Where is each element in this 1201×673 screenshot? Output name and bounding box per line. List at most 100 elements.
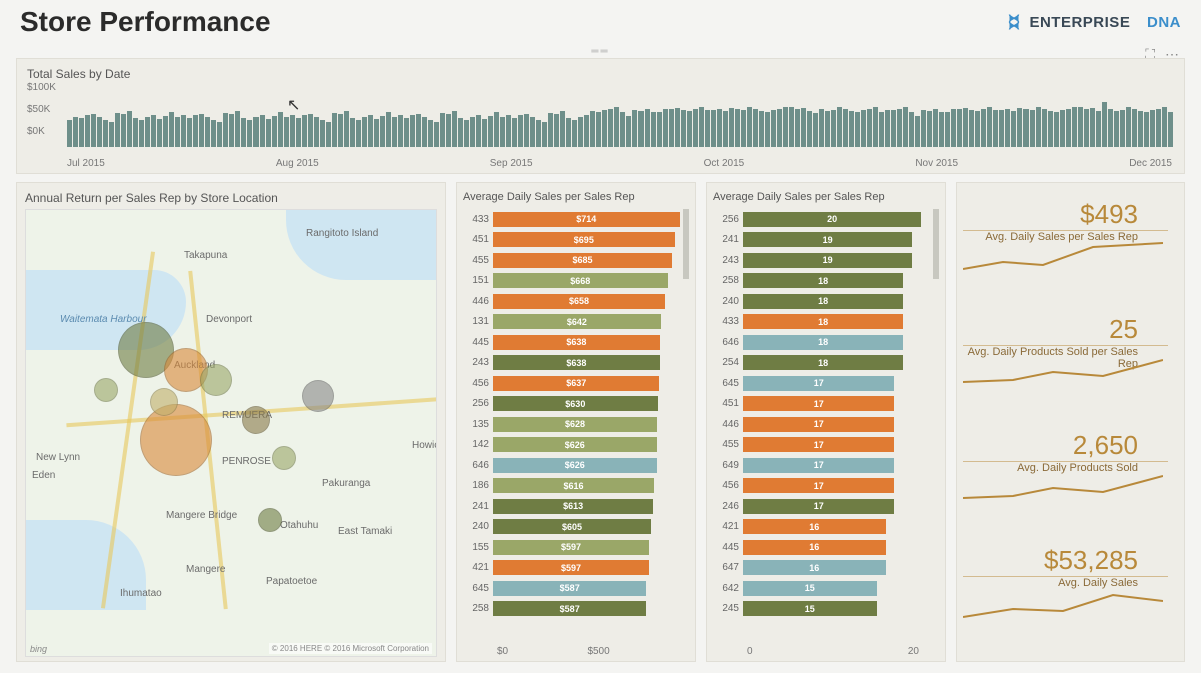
bar-fill: $668 [493,273,668,288]
bar-row[interactable]: 25620 [713,209,939,230]
bar-panel-right[interactable]: Average Daily Sales per Sales Rep 256202… [706,182,946,662]
map-label: Rangitoto Island [306,228,378,239]
bar-row[interactable]: 64215 [713,578,939,599]
bar-row[interactable]: 24119 [713,230,939,251]
bar-row[interactable]: 24515 [713,599,939,620]
sparkline [963,352,1163,392]
bar-fill: 17 [743,437,894,452]
bar-row-id: 142 [463,439,493,450]
map-label: East Tamaki [338,526,392,537]
bar-row[interactable]: 142$626 [463,435,689,456]
bar-fill: $638 [493,355,660,370]
bar-row[interactable]: 186$616 [463,476,689,497]
bar-fill: $597 [493,560,649,575]
bar-row[interactable]: 256$630 [463,394,689,415]
bar-left-title: Average Daily Sales per Sales Rep [463,191,689,203]
bar-row[interactable]: 131$642 [463,312,689,333]
bar-row[interactable]: 64618 [713,332,939,353]
bar-row[interactable]: 451$695 [463,230,689,251]
bar-fill: $642 [493,314,661,329]
map-bubble[interactable] [200,364,232,396]
bar-row[interactable]: 421$597 [463,558,689,579]
map-label: Takapuna [184,250,227,261]
drag-handle-icon[interactable]: ══ [591,46,609,57]
map-bubble[interactable] [272,446,296,470]
kpi-card: $493 Avg. Daily Sales per Sales Rep [963,199,1178,299]
bar-row-id: 645 [713,378,743,389]
bar-row[interactable]: 155$597 [463,537,689,558]
map-canvas[interactable]: bing © 2016 HERE © 2016 Microsoft Corpor… [25,209,437,657]
map-label: Otahuhu [280,520,318,531]
bar-row[interactable]: 45517 [713,435,939,456]
bar-row[interactable]: 240$605 [463,517,689,538]
kpi-card: 25 Avg. Daily Products Sold per Sales Re… [963,314,1178,414]
bar-row[interactable]: 43318 [713,312,939,333]
sparkline [963,237,1163,277]
bar-row-id: 240 [463,521,493,532]
bar-row[interactable]: 446$658 [463,291,689,312]
bar-row[interactable]: 241$613 [463,496,689,517]
bar-fill: $630 [493,396,658,411]
bar-row[interactable]: 64716 [713,558,939,579]
bar-row[interactable]: 456$637 [463,373,689,394]
bar-row-id: 645 [463,583,493,594]
bar-fill: 19 [743,253,912,268]
bar-fill: 17 [743,458,894,473]
bar-row-id: 240 [713,296,743,307]
map-label: New Lynn [36,452,80,463]
bar-row[interactable]: 646$626 [463,455,689,476]
bar-row-id: 647 [713,562,743,573]
bar-fill: $714 [493,212,680,227]
bar-row-id: 135 [463,419,493,430]
bar-row[interactable]: 135$628 [463,414,689,435]
bar-row-id: 445 [463,337,493,348]
map-bubble[interactable] [150,388,178,416]
bar-fill: $605 [493,519,651,534]
bar-row[interactable]: 25418 [713,353,939,374]
map-copyright: © 2016 HERE © 2016 Microsoft Corporation [269,643,432,654]
bar-panel-left[interactable]: Average Daily Sales per Sales Rep 433$71… [456,182,696,662]
map-bubble[interactable] [94,378,118,402]
map-bubble[interactable] [258,508,282,532]
bar-row[interactable]: 455$685 [463,250,689,271]
map-bubble[interactable] [242,406,270,434]
bar-row[interactable]: 24617 [713,496,939,517]
bar-row-id: 243 [463,357,493,368]
timeline-bars [67,85,1172,147]
bar-fill: 17 [743,417,894,432]
bar-row[interactable]: 433$714 [463,209,689,230]
kpi-value: $53,285 [963,545,1178,576]
bar-row[interactable]: 445$638 [463,332,689,353]
bar-fill: 16 [743,519,886,534]
map-bubble[interactable] [140,404,212,476]
bar-row[interactable]: 243$638 [463,353,689,374]
bar-row[interactable]: 45617 [713,476,939,497]
bar-row-id: 446 [463,296,493,307]
bar-row[interactable]: 44516 [713,537,939,558]
map-bubble[interactable] [302,380,334,412]
bar-row[interactable]: 45117 [713,394,939,415]
bar-row-id: 456 [463,378,493,389]
map-label: PENROSE [222,456,271,467]
bar-fill: $613 [493,499,653,514]
brand-logo: ENTERPRISE DNA [1005,13,1181,31]
bar-row-id: 151 [463,275,493,286]
bar-row[interactable]: 44617 [713,414,939,435]
bar-row[interactable]: 24319 [713,250,939,271]
bar-fill: 15 [743,601,877,616]
bar-row[interactable]: 258$587 [463,599,689,620]
bar-row[interactable]: 64517 [713,373,939,394]
bar-row[interactable]: 151$668 [463,271,689,292]
bar-row[interactable]: 64917 [713,455,939,476]
kpi-value: $493 [963,199,1178,230]
bar-row[interactable]: 24018 [713,291,939,312]
bar-row-id: 446 [713,419,743,430]
bar-row[interactable]: 42116 [713,517,939,538]
bar-row-id: 258 [713,275,743,286]
bar-row-id: 241 [463,501,493,512]
timeline-panel[interactable]: Total Sales by Date $100K $50K $0K ↖ Jul… [16,58,1185,174]
bar-row-id: 421 [463,562,493,573]
map-panel[interactable]: Annual Return per Sales Rep by Store Loc… [16,182,446,662]
bar-row[interactable]: 645$587 [463,578,689,599]
bar-row[interactable]: 25818 [713,271,939,292]
